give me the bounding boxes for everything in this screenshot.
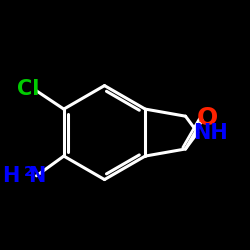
Text: Cl: Cl <box>17 80 39 100</box>
Text: O: O <box>197 106 218 130</box>
Text: H: H <box>2 166 20 186</box>
Text: N: N <box>28 166 46 186</box>
Text: NH: NH <box>193 122 228 142</box>
Text: 2: 2 <box>24 165 33 179</box>
